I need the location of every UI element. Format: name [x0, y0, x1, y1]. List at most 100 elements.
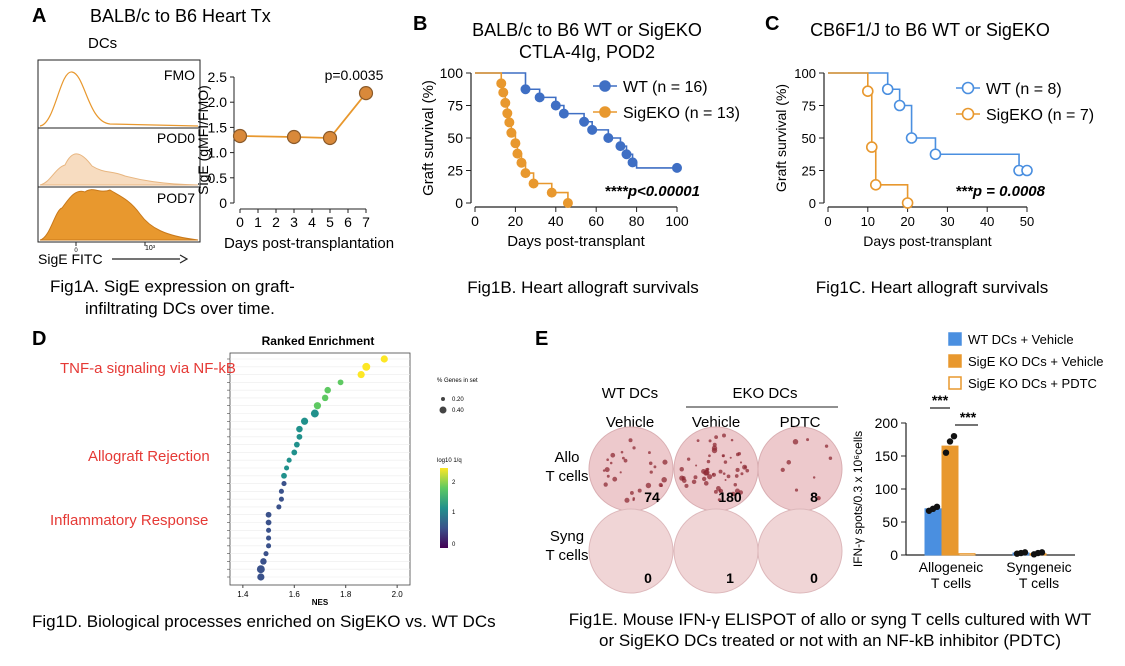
elispot-spot — [828, 456, 833, 461]
elispot-bar-chart: WT DCs + Vehicle SigE KO DCs + Vehicle Sig… — [851, 332, 1103, 591]
elispot-spot — [713, 489, 718, 494]
panel-e-caption-line1: Fig1E. Mouse IFN-γ ELISPOT of allo or sy… — [569, 610, 1091, 629]
group-label-wt: WT DCs — [602, 385, 658, 402]
panel-a-title: BALB/c to B6 Heart Tx — [90, 6, 271, 26]
enrichment-dot — [263, 551, 269, 557]
y-axis-label: IFN-γ spots/0.3 x 10⁶cells — [851, 431, 865, 567]
elispot-spot — [723, 460, 728, 464]
panel-letter-b: B — [413, 13, 427, 35]
elispot-spot — [704, 469, 710, 476]
pod0-histogram-curve — [39, 153, 199, 186]
elispot-spot — [718, 490, 721, 493]
survival-marker — [865, 141, 878, 153]
survival-marker — [627, 157, 638, 168]
x-tick-label: 60 — [588, 213, 604, 229]
legend-label: SigEKO (n = 13) — [623, 105, 740, 122]
survival-marker — [516, 157, 527, 168]
column-label-vehicle: Vehicle — [692, 414, 740, 431]
survival-marker — [502, 108, 513, 119]
spot-count: 8 — [810, 489, 818, 505]
elispot-well — [588, 508, 674, 594]
survival-marker — [506, 127, 517, 138]
elispot-spot — [743, 465, 747, 469]
panel-c-title: CB6F1/J to B6 WT or SigEKO — [810, 20, 1050, 40]
elispot-spot — [648, 451, 651, 454]
legend-marker — [961, 107, 975, 121]
legend-marker — [599, 106, 611, 118]
survival-marker — [603, 133, 614, 143]
panel-letter-d: D — [32, 328, 46, 350]
y-tick-label: 75 — [447, 98, 463, 114]
panel-d-caption: Fig1D. Biological processes enriched on … — [32, 612, 496, 631]
legend-label: WT (n = 8) — [986, 81, 1062, 98]
elispot-spot — [632, 498, 635, 502]
legend-swatch — [948, 332, 962, 346]
category-label: T cells — [1019, 575, 1059, 591]
elispot-spots — [602, 433, 833, 503]
enrichment-dot — [362, 362, 371, 371]
column-label-vehicle: Vehicle — [606, 414, 654, 431]
color-legend-title: log10 1/q — [437, 458, 462, 464]
replicate-point — [1021, 549, 1029, 556]
bar — [958, 553, 976, 556]
p-value-annotation: p=0.0035 — [325, 67, 384, 83]
elispot-spot — [659, 484, 663, 488]
spot-count: 0 — [644, 570, 652, 586]
bar — [924, 508, 942, 556]
enrichment-dot — [296, 433, 303, 440]
enrichment-dot — [278, 496, 284, 502]
enrichment-dot — [266, 535, 272, 541]
x-tick-label: 100 — [665, 213, 689, 229]
column-label-pdtc: PDTC — [780, 414, 821, 431]
elispot-spot — [708, 454, 711, 458]
elispot-spot — [711, 473, 715, 476]
elispot-spot — [794, 488, 799, 492]
survival-marker — [498, 87, 509, 98]
panel-letter-c: C — [765, 13, 779, 35]
legend-swatch — [948, 376, 962, 390]
data-point — [322, 130, 338, 146]
y-tick-label: 100 — [875, 481, 899, 497]
elispot-spot — [745, 468, 750, 473]
elispot-spot — [604, 467, 610, 473]
survival-marker — [1021, 164, 1033, 177]
enrichment-dot — [324, 386, 331, 394]
p-value-annotation: ****p<0.00001 — [605, 183, 701, 200]
elispot-spot — [816, 495, 821, 501]
elispot-spot — [696, 439, 700, 443]
x-tick-label: 80 — [629, 213, 645, 229]
legend-label: SigEKO (n = 7) — [986, 107, 1094, 124]
x-tick-label: 40 — [548, 213, 564, 229]
size-legend-label-large: 0.40 — [452, 408, 464, 414]
size-legend-dot-small — [441, 397, 445, 401]
elispot-spot — [734, 488, 740, 494]
elispot-spot — [606, 458, 609, 462]
spot-count: 0 — [810, 570, 818, 586]
row-label-syng: Syng — [550, 528, 584, 545]
x-tick-label: 0 — [824, 214, 831, 229]
panel-a-caption-line1: Fig1A. SigE expression on graft- — [50, 277, 295, 296]
elispot-spot — [609, 461, 613, 465]
x-axis-label: Days post-transplant — [863, 233, 992, 249]
enrichment-dot — [313, 402, 322, 410]
spot-count: 180 — [718, 489, 742, 505]
elispot-spot — [718, 469, 723, 474]
panel-d: D Ranked Enrichment 1.4 1.6 1.8 2.0 TNF-a s… — [32, 328, 496, 631]
y-tick-label: 50 — [882, 514, 898, 530]
elispot-spot — [733, 483, 738, 487]
significance-label: *** — [932, 392, 949, 408]
histogram-label-pod0: POD0 — [157, 130, 195, 146]
survival-marker — [504, 117, 515, 128]
enrichment-dot — [321, 394, 329, 402]
y-tick-label: 100 — [794, 66, 816, 81]
size-legend-title: % Genes in set — [437, 378, 478, 384]
elispot-spot — [780, 467, 785, 472]
color-legend-tick: 1 — [452, 510, 456, 516]
enrichment-dot — [284, 465, 290, 471]
survival-marker — [546, 187, 557, 198]
category-tnf-signaling: TNF-a signaling via NF-kB — [60, 360, 236, 377]
survival-marker — [520, 168, 531, 179]
replicate-point — [933, 503, 941, 511]
replicate-point — [942, 449, 950, 456]
